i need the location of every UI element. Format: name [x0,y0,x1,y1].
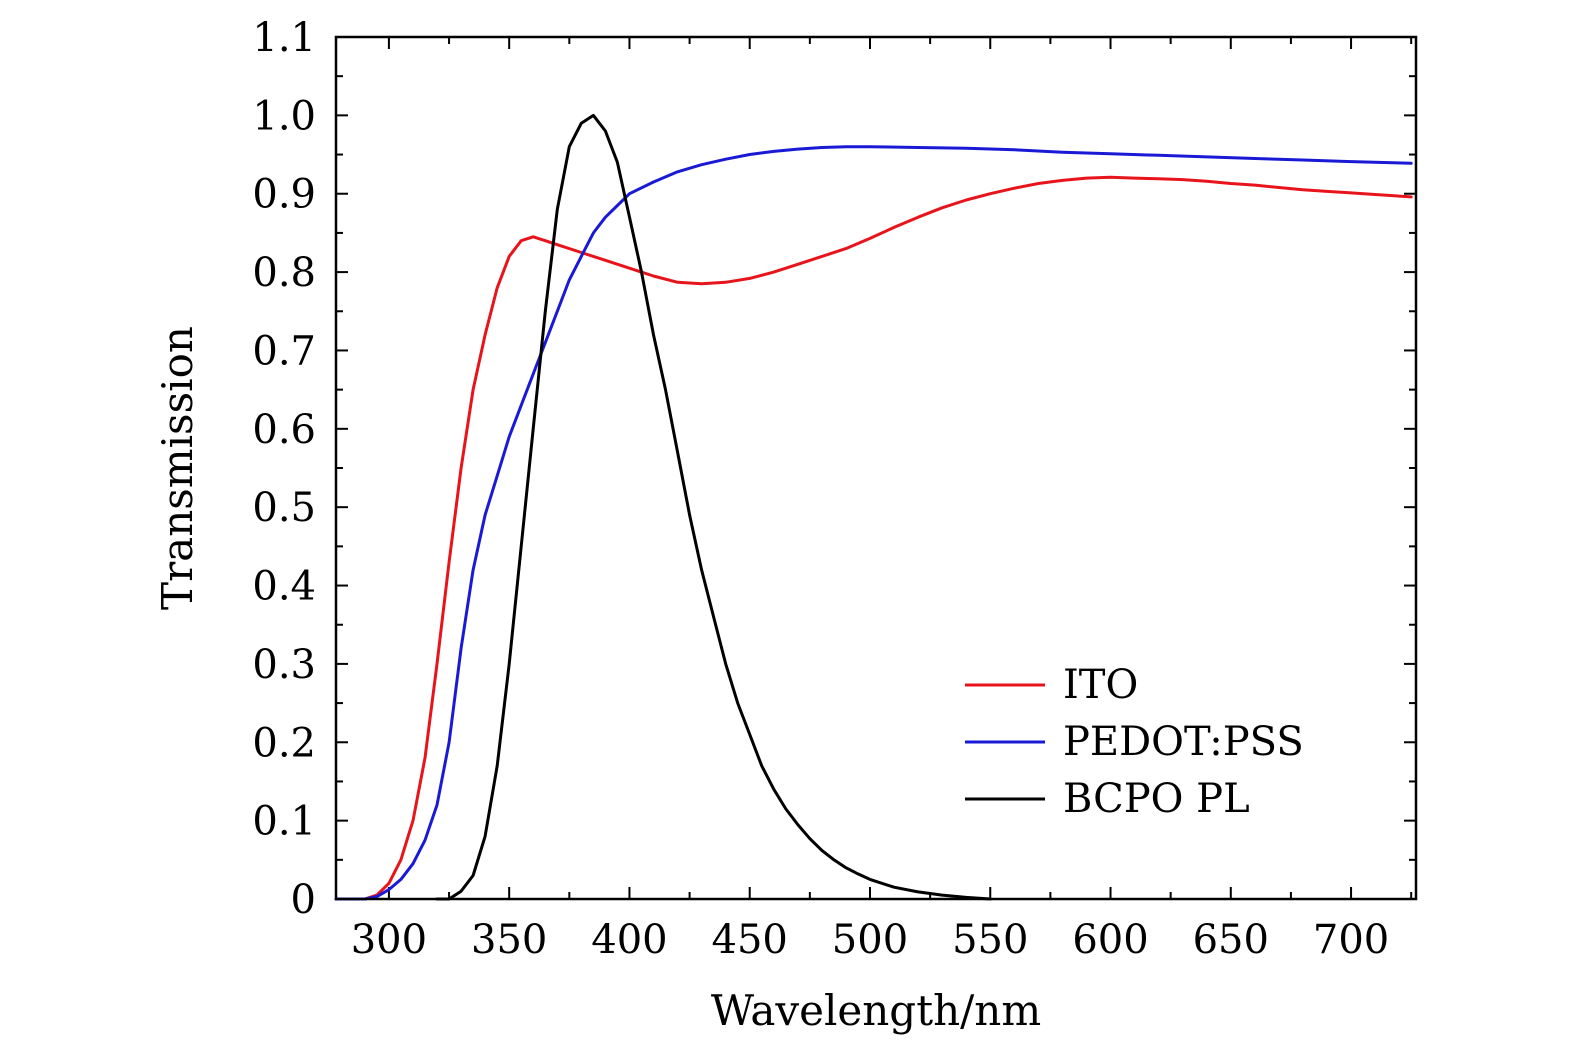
x-tick-label: 550 [952,917,1028,963]
y-tick-label: 1.1 [252,15,316,61]
y-tick-label: 0 [291,877,316,923]
x-tick-label: 650 [1193,917,1269,963]
x-tick-label: 600 [1072,917,1148,963]
y-tick-label: 0.3 [252,642,316,688]
series-line-pedot-pss [334,145,1413,901]
y-tick-label: 0.1 [252,799,316,845]
y-tick-label: 0.2 [252,720,316,766]
y-axis-title: Transmission [153,326,202,610]
x-tick-label: 500 [832,917,908,963]
legend-label-ito: ITO [1063,662,1138,708]
x-tick-labels: 300 350 400 450 500 550 600 650 700 [351,917,1389,963]
x-axis-title: Wavelength/nm [711,986,1041,1035]
y-tick-label: 1.0 [252,93,316,139]
y-tick-label: 0.5 [252,485,316,531]
x-tick-label: 450 [712,917,788,963]
x-tick-label: 300 [351,917,427,963]
y-tick-label: 0.7 [252,328,316,374]
y-tick-label: 0.6 [252,407,316,453]
plot-frame [334,35,1418,901]
y-tick-label: 0.8 [252,250,316,296]
legend-label-pedot-pss: PEDOT:PSS [1063,719,1304,765]
x-tick-label: 400 [591,917,667,963]
y-tick-label: 0.4 [252,564,316,610]
legend-label-bcpo-pl: BCPO PL [1063,776,1250,822]
y-tick-label: 0.9 [252,172,316,218]
y-tick-labels: 0 0.1 0.2 0.3 0.4 0.5 0.6 0.7 0.8 0.9 1.0 1.1 [252,15,316,923]
series-line-ito [334,175,1413,901]
x-tick-label: 700 [1313,917,1389,963]
plot-area [334,113,1413,901]
legend: ITO PEDOT:PSS BCPO PL [965,662,1304,822]
x-tick-label: 350 [471,917,547,963]
series-line-bcpo-pl [435,113,992,901]
